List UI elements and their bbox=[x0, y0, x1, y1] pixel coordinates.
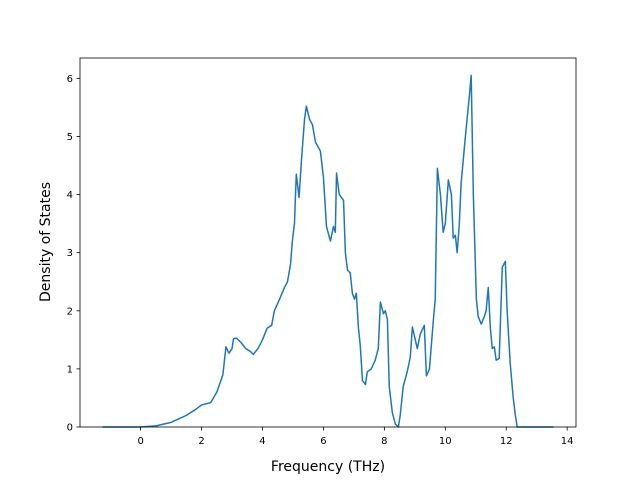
x-tick-label: 10 bbox=[439, 436, 452, 447]
x-axis-label: Frequency (THz) bbox=[271, 459, 385, 475]
x-tick-label: 6 bbox=[320, 436, 326, 447]
dos-line bbox=[102, 74, 554, 428]
axes-frame bbox=[79, 57, 577, 428]
y-tick-label: 5 bbox=[67, 132, 73, 143]
x-tick-label: 8 bbox=[381, 436, 387, 447]
y-tick-label: 4 bbox=[67, 190, 73, 201]
y-tick-label: 6 bbox=[67, 74, 73, 85]
x-tick-label: 0 bbox=[137, 436, 143, 447]
y-tick-label: 0 bbox=[67, 423, 73, 434]
y-tick-label: 3 bbox=[67, 248, 73, 259]
x-tick-label: 14 bbox=[561, 436, 574, 447]
y-tick-label: 1 bbox=[67, 364, 73, 375]
x-tick-label: 12 bbox=[500, 436, 513, 447]
x-tick-label: 2 bbox=[198, 436, 204, 447]
y-axis-label: Density of States bbox=[38, 182, 54, 302]
x-tick-label: 4 bbox=[259, 436, 265, 447]
y-tick-label: 2 bbox=[67, 306, 73, 317]
